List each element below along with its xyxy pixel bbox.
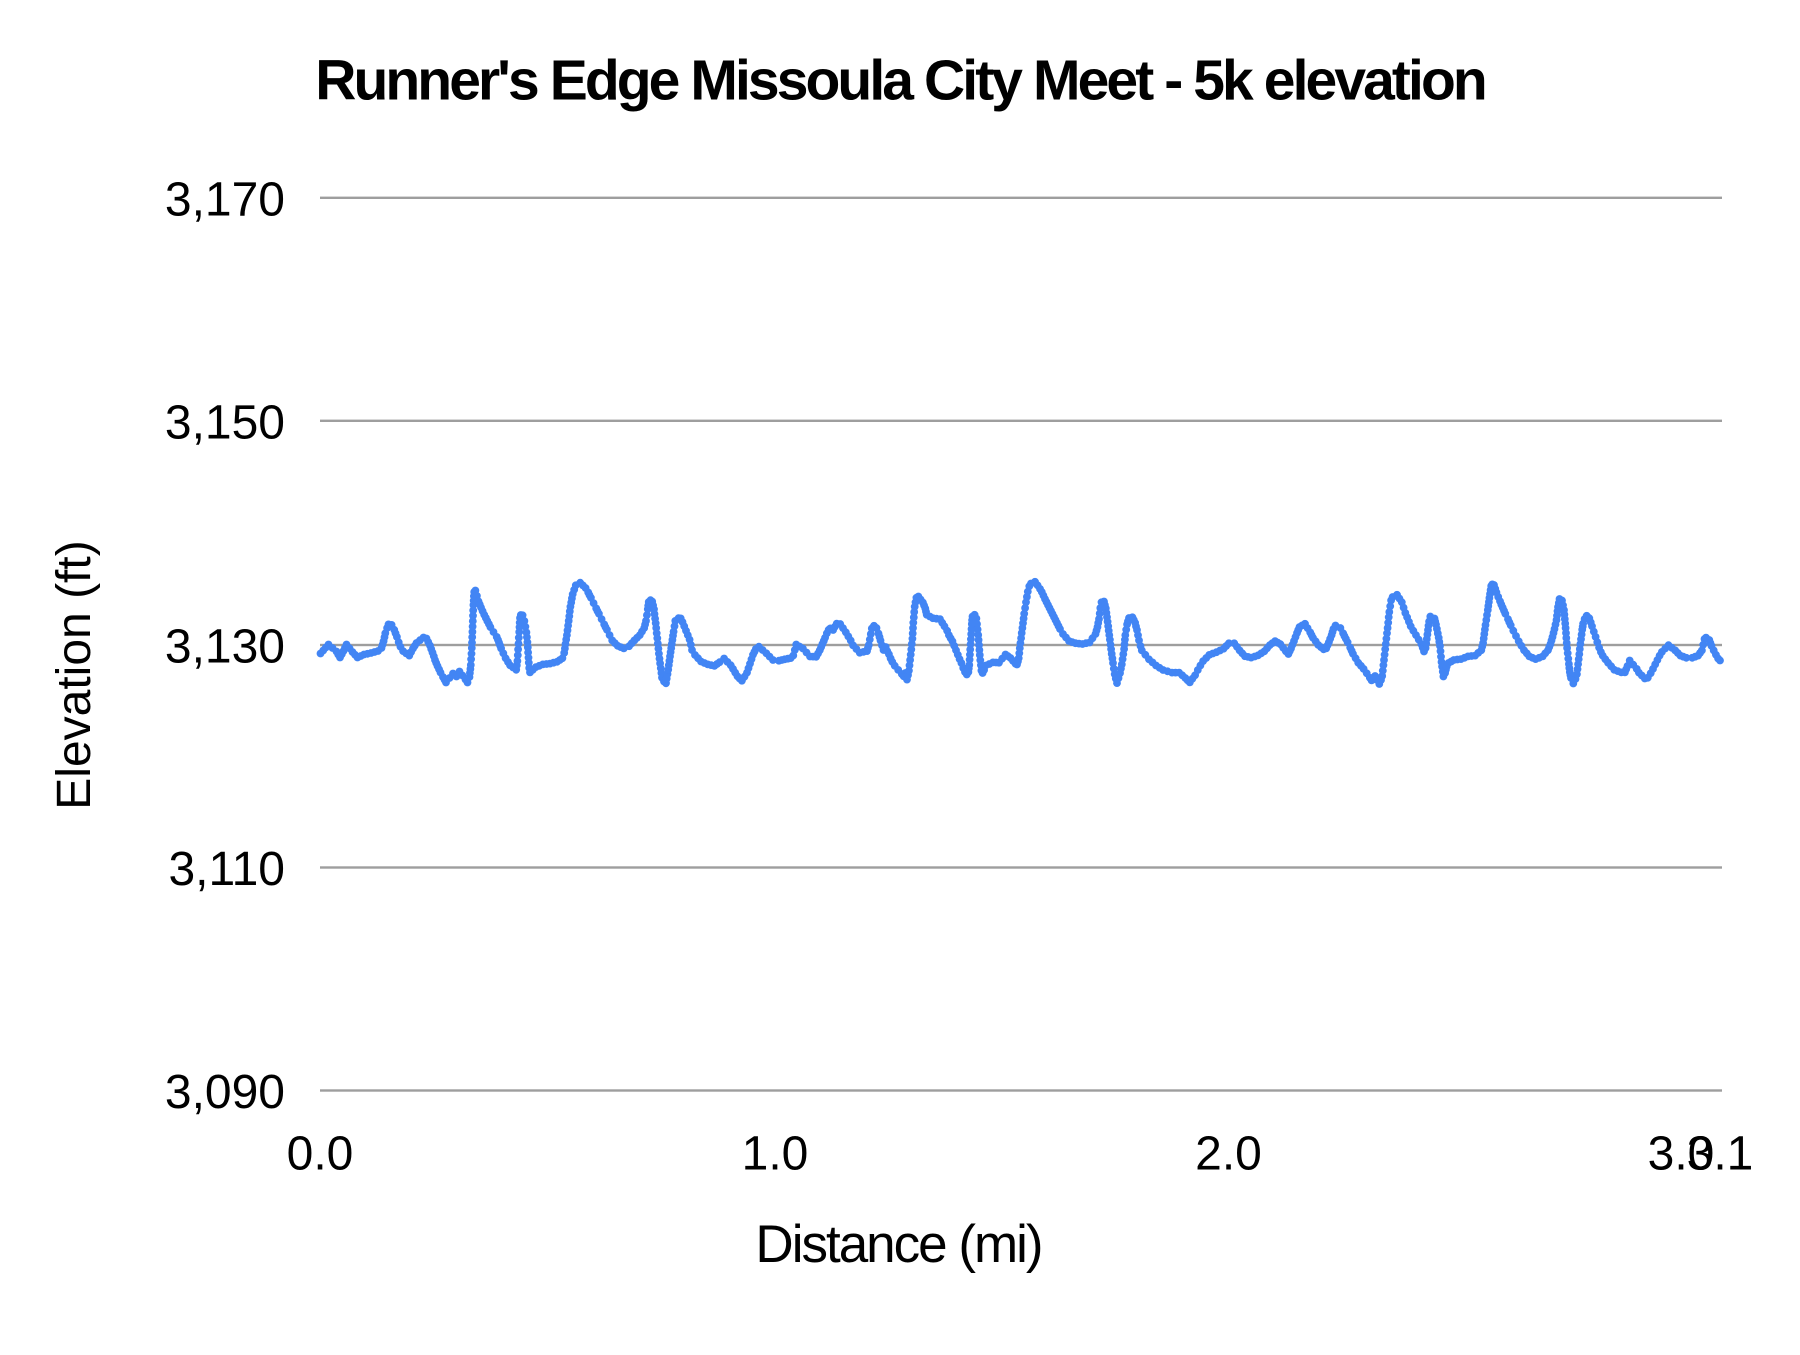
- svg-text:3.1: 3.1: [1687, 1128, 1754, 1181]
- svg-text:1.0: 1.0: [742, 1128, 809, 1181]
- svg-text:Elevation (ft): Elevation (ft): [48, 540, 101, 809]
- svg-text:3,090: 3,090: [165, 1066, 285, 1119]
- svg-text:0.0: 0.0: [287, 1128, 354, 1181]
- svg-text:3,150: 3,150: [165, 396, 285, 449]
- svg-text:Runner's Edge Missoula City Me: Runner's Edge Missoula City Meet - 5k el…: [315, 49, 1485, 113]
- svg-text:3.0: 3.0: [1648, 1128, 1715, 1181]
- svg-text:3,170: 3,170: [165, 173, 285, 226]
- svg-text:2.0: 2.0: [1195, 1128, 1262, 1181]
- svg-text:3,110: 3,110: [168, 843, 285, 896]
- svg-text:Distance (mi): Distance (mi): [755, 1215, 1041, 1274]
- svg-text:3,130: 3,130: [165, 621, 285, 674]
